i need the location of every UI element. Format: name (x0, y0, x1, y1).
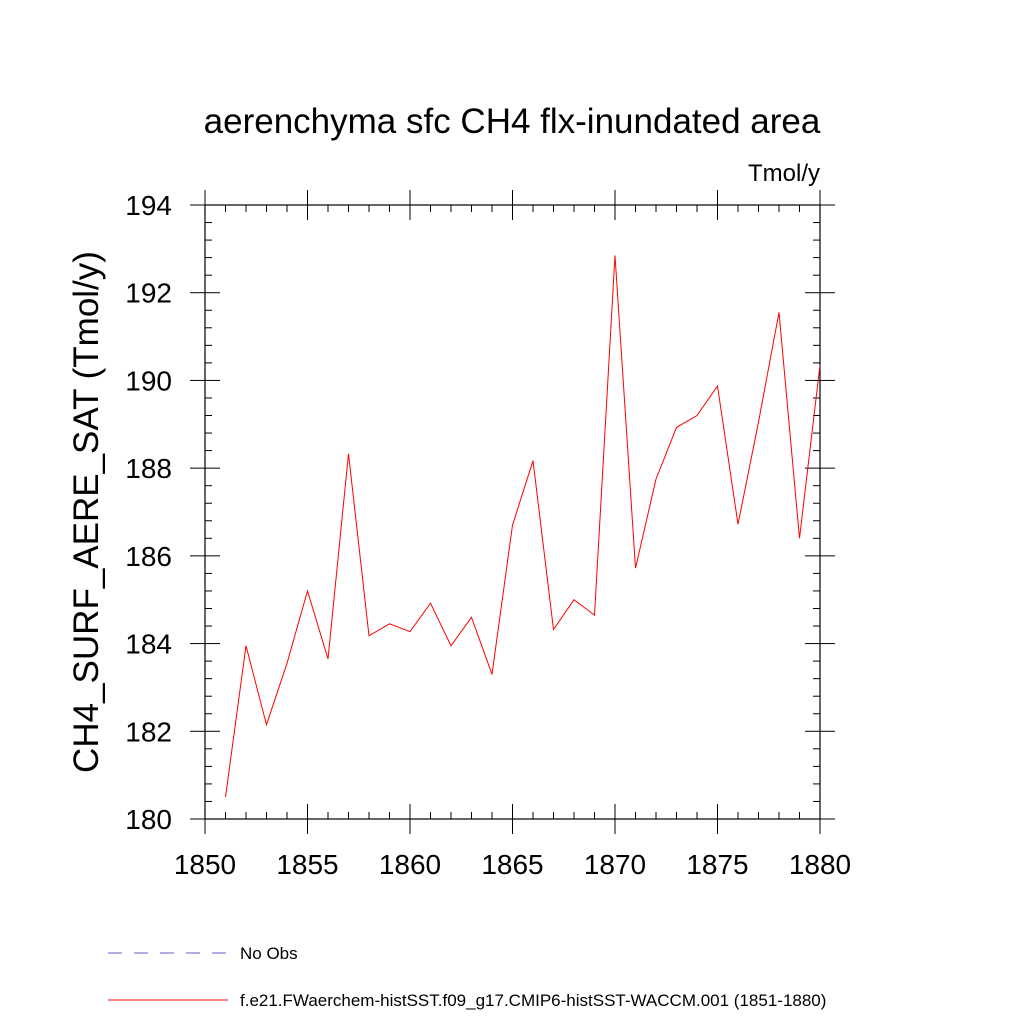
legend-label-no-obs: No Obs (240, 944, 298, 963)
y-tick-label: 180 (125, 804, 172, 835)
x-tick-label: 1855 (276, 849, 338, 880)
legend: No Obs f.e21.FWaerchem-histSST.f09_g17.C… (108, 944, 826, 1010)
units-label: Tmol/y (748, 160, 820, 187)
y-tick-label: 182 (125, 716, 172, 747)
legend-label-model-run: f.e21.FWaerchem-histSST.f09_g17.CMIP6-hi… (240, 991, 826, 1010)
x-tick-label: 1880 (789, 849, 851, 880)
x-tick-label: 1865 (481, 849, 543, 880)
x-axis: 1850 1855 1860 1865 1870 1875 1880 (174, 190, 851, 880)
series-line-0 (225, 255, 821, 798)
x-tick-label: 1850 (174, 849, 236, 880)
y-tick-label: 194 (125, 190, 172, 221)
x-tick-label: 1875 (686, 849, 748, 880)
chart-title: aerenchyma sfc CH4 flx-inundated area (204, 102, 821, 141)
x-tick-label: 1860 (379, 849, 441, 880)
y-tick-label: 186 (125, 541, 172, 572)
y-tick-label: 184 (125, 629, 172, 660)
series-layer (225, 255, 821, 798)
y-tick-label: 188 (125, 453, 172, 484)
y-tick-label: 192 (125, 278, 172, 309)
x-tick-label: 1870 (584, 849, 646, 880)
y-axis-label: CH4_SURF_AERE_SAT (Tmol/y) (67, 251, 106, 773)
y-axis: 180 182 184 186 188 190 192 194 (125, 190, 835, 835)
y-tick-label: 190 (125, 365, 172, 396)
plot-frame (204, 204, 821, 820)
